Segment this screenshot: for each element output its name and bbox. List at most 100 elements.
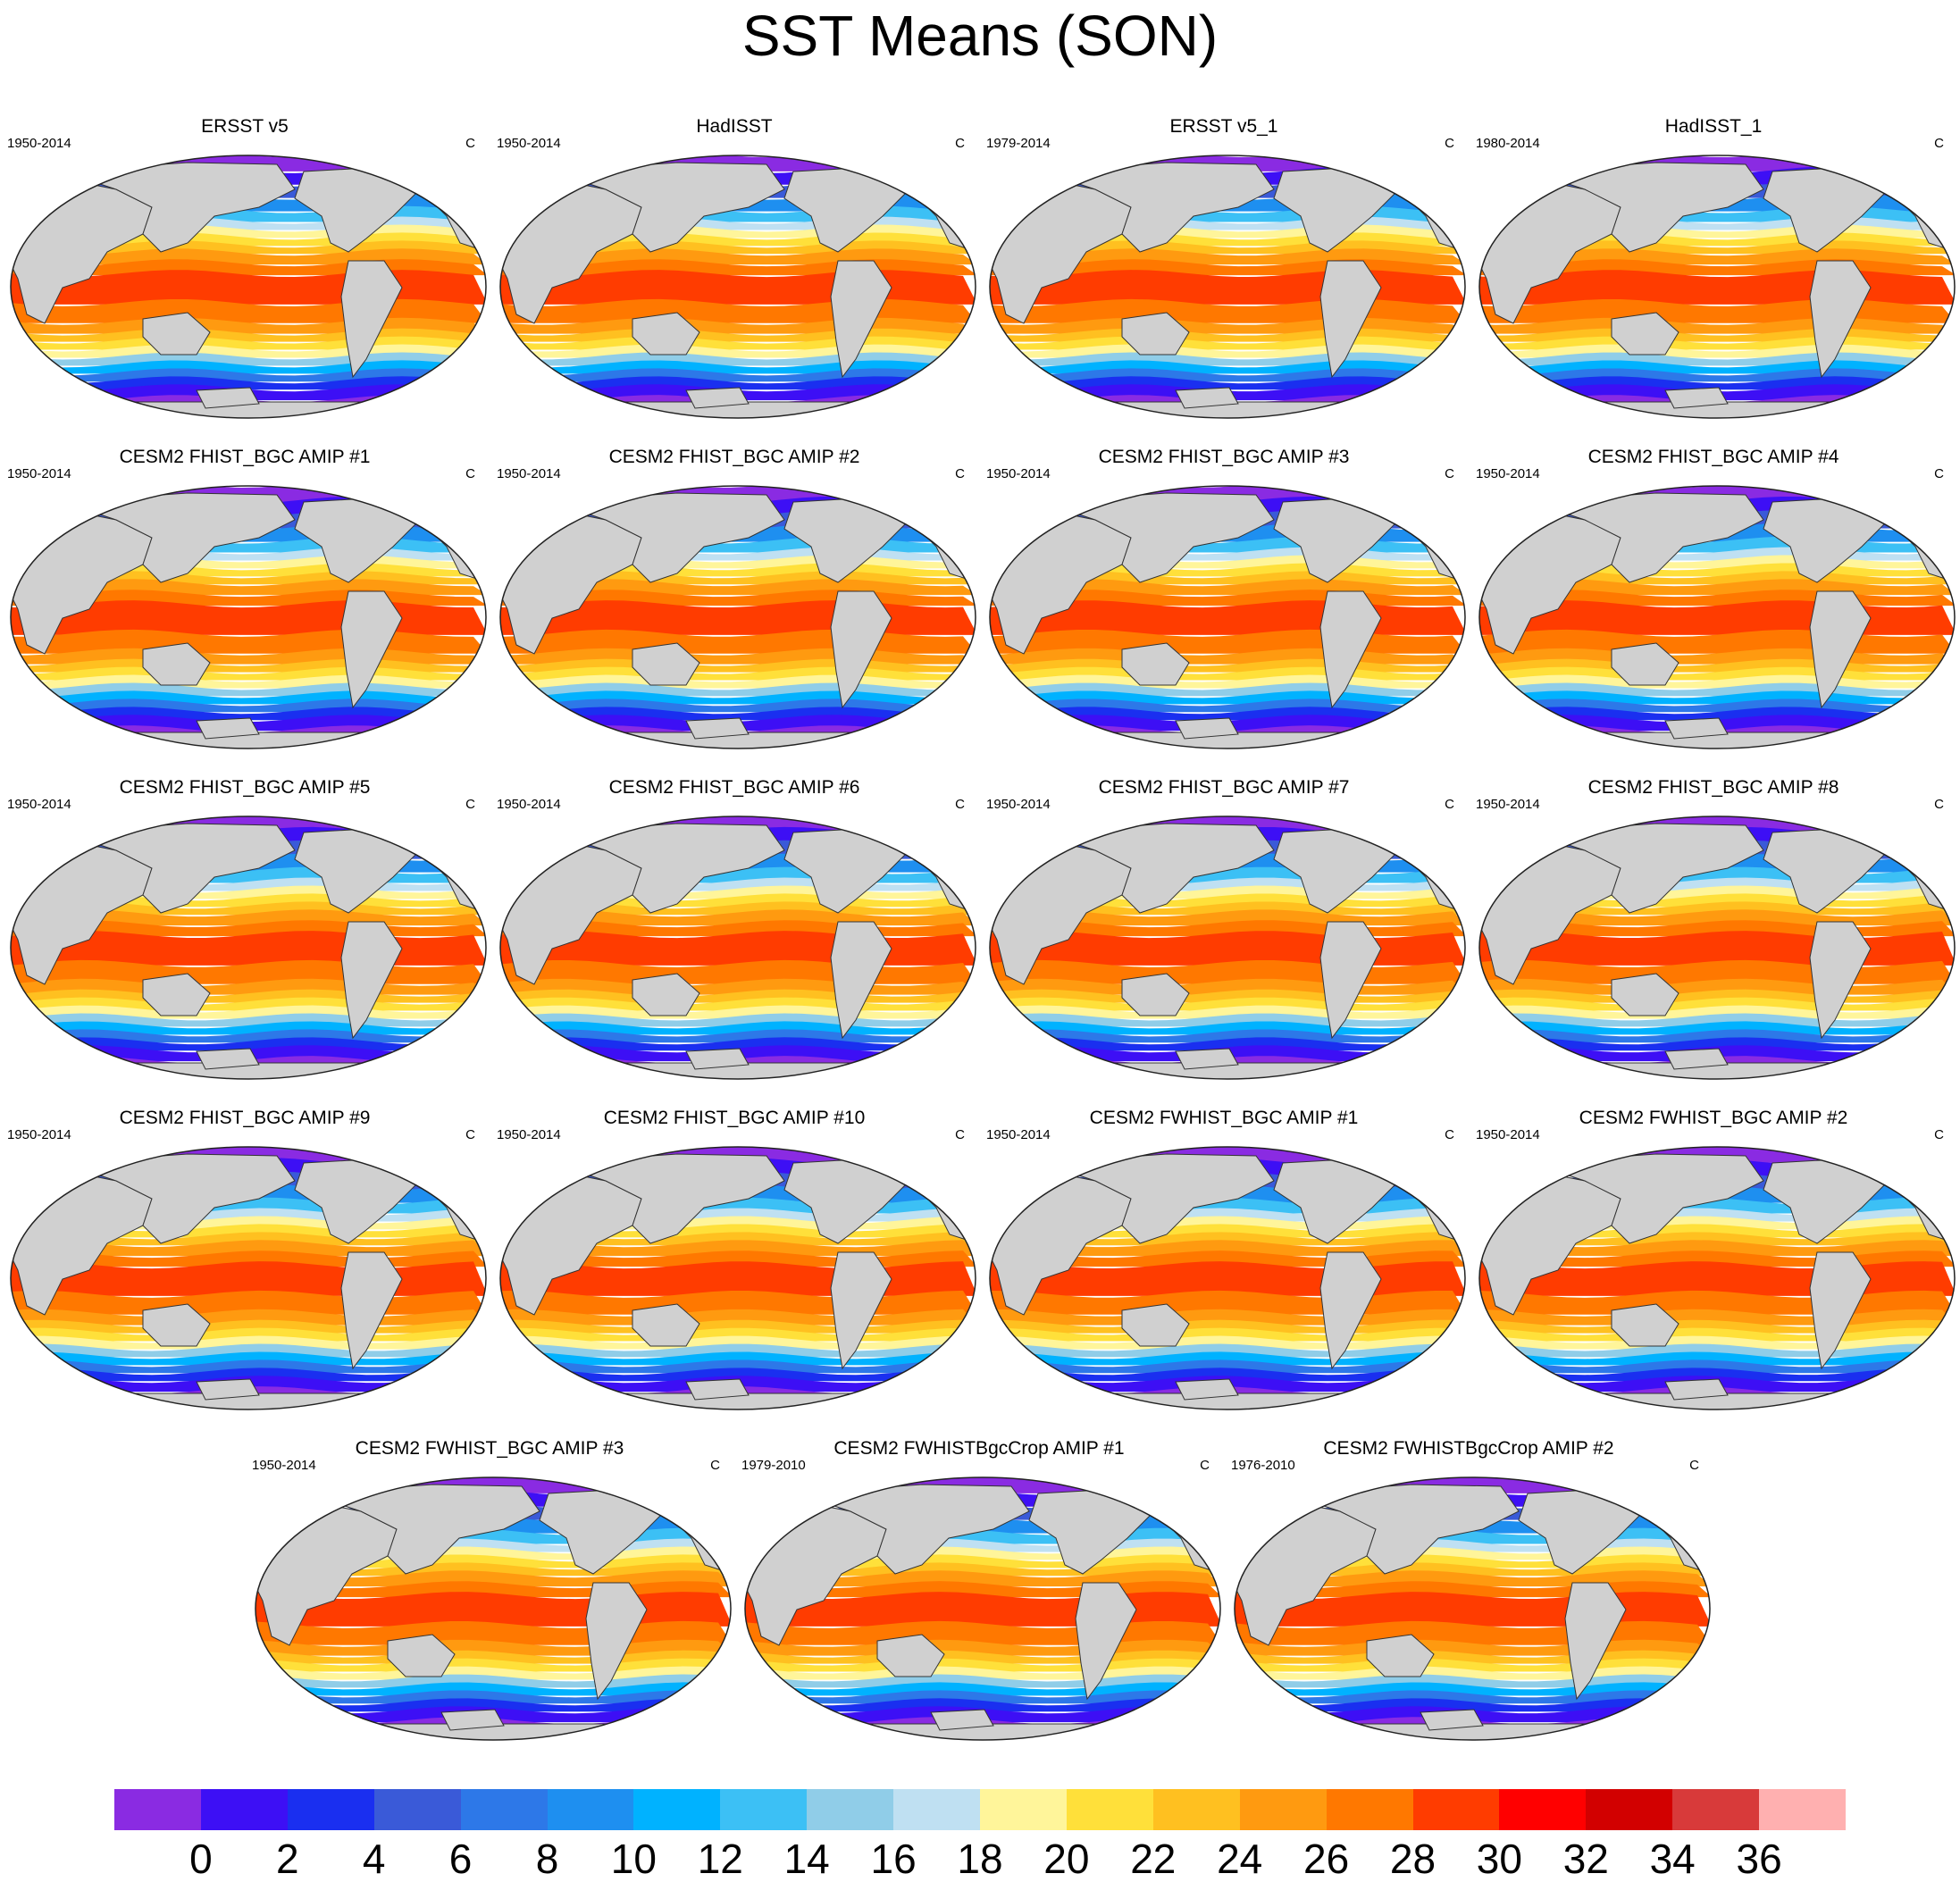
- land-mass: [340, 260, 403, 379]
- map-panel: CESM2 FHIST_BGC AMIP #6 1950-2014 C: [490, 777, 979, 1081]
- panel-period: 1979-2010: [741, 1458, 806, 1473]
- sst-contour-band: [990, 1037, 1465, 1051]
- panel-period: 1950-2014: [7, 136, 71, 151]
- land-mass: [1041, 823, 1275, 914]
- panel-unit: C: [1934, 1127, 1944, 1142]
- land-mass: [142, 642, 211, 686]
- land-mass: [632, 973, 700, 1016]
- land-mass: [830, 1251, 892, 1370]
- map-panel: CESM2 FWHIST_BGC AMIP #1 1950-2014 C: [979, 1108, 1469, 1411]
- colorbar-tick-label: 10: [610, 1836, 657, 1882]
- sst-contour-band: [11, 1351, 486, 1366]
- sst-map: [10, 816, 487, 1080]
- colorbar-tick-label: 18: [957, 1836, 1003, 1882]
- colorbar-tick-label: 32: [1562, 1836, 1609, 1882]
- colorbar-swatch: [373, 1789, 462, 1830]
- colorbar-swatch: [1759, 1789, 1847, 1830]
- map-panel: CESM2 FHIST_BGC AMIP #3 1950-2014 C: [979, 447, 1469, 750]
- land-mass: [1319, 1251, 1382, 1370]
- sst-contour-band: [500, 1013, 976, 1027]
- sst-contour-band: [745, 1698, 1220, 1712]
- panel-title: CESM2 FHIST_BGC AMIP #7: [1098, 777, 1350, 798]
- map-panel: HadISST 1950-2014 C: [490, 116, 979, 420]
- colorbar-swatch: [1586, 1789, 1673, 1830]
- sst-contour-band: [1235, 1682, 1710, 1696]
- main-title: SST Means (SON): [741, 4, 1219, 68]
- panel-map: [9, 815, 488, 1081]
- land-mass: [1121, 1303, 1190, 1347]
- colorbar-tick-label: 14: [783, 1836, 830, 1882]
- sst-contour-band: [11, 901, 486, 916]
- panel-title: HadISST_1: [1664, 116, 1763, 137]
- sst-contour-band: [990, 901, 1465, 916]
- sst-map: [10, 155, 487, 419]
- panel-period: 1980-2014: [1476, 136, 1540, 151]
- colorbar-swatch: [980, 1789, 1068, 1830]
- sst-map: [989, 485, 1466, 749]
- panel-map: [988, 154, 1467, 420]
- sst-contour-band: [1479, 901, 1955, 916]
- sst-contour-band: [1479, 1359, 1955, 1374]
- panel-unit: C: [465, 136, 475, 151]
- land-mass: [1530, 823, 1764, 914]
- land-mass: [1530, 162, 1764, 253]
- sst-map: [255, 1476, 732, 1741]
- land-mass: [1319, 921, 1382, 1040]
- land-mass: [876, 1634, 945, 1677]
- panel-unit: C: [955, 466, 965, 481]
- panel-period: 1950-2014: [7, 797, 71, 812]
- colorbar-tick-label: 4: [362, 1836, 386, 1882]
- colorbar-tick-label: 6: [448, 1836, 473, 1882]
- panel-period: 1950-2014: [497, 797, 561, 812]
- land-mass: [142, 312, 211, 355]
- panel-title: CESM2 FHIST_BGC AMIP #1: [119, 447, 371, 467]
- colorbar-tick-label: 22: [1130, 1836, 1177, 1882]
- colorbar-tick-label: 28: [1389, 1836, 1436, 1882]
- panel-map: [254, 1476, 733, 1742]
- panel-title: CESM2 FHIST_BGC AMIP #5: [119, 777, 371, 798]
- land-mass: [1041, 162, 1275, 253]
- sst-contour-band: [255, 1690, 731, 1704]
- sst-contour-band: [1479, 1037, 1955, 1051]
- land-mass: [62, 1153, 296, 1244]
- land-mass: [196, 717, 260, 740]
- land-mass: [551, 823, 785, 914]
- land-mass: [1809, 260, 1872, 379]
- sst-contour-band: [745, 1562, 1220, 1577]
- land-mass: [62, 823, 296, 914]
- sst-contour-band: [11, 1037, 486, 1051]
- panel-unit: C: [1934, 136, 1944, 151]
- colorbar-tick-label: 30: [1476, 1836, 1522, 1882]
- panel-unit: C: [1445, 797, 1454, 812]
- sst-contour-band: [500, 1021, 976, 1035]
- panel-unit: C: [955, 136, 965, 151]
- land-mass: [685, 387, 750, 409]
- sst-contour-band: [11, 1368, 486, 1382]
- colorbar-swatch: [720, 1789, 808, 1830]
- sst-map: [1234, 1476, 1711, 1741]
- land-mass: [1075, 1582, 1137, 1701]
- land-mass: [1041, 1153, 1275, 1244]
- land-mass: [632, 312, 700, 355]
- panel-unit: C: [710, 1458, 720, 1473]
- sst-contour-band: [255, 1674, 731, 1688]
- sst-map: [989, 1146, 1466, 1410]
- land-mass: [1121, 312, 1190, 355]
- sst-contour-band: [990, 1224, 1465, 1238]
- panel-unit: C: [955, 1127, 965, 1142]
- sst-contour-band: [1479, 1368, 1955, 1382]
- sst-contour-band: [990, 1021, 1465, 1035]
- sst-contour-band: [500, 1037, 976, 1051]
- land-mass: [62, 162, 296, 253]
- panel-title: CESM2 FWHIST_BGC AMIP #2: [1579, 1108, 1848, 1128]
- land-mass: [1611, 973, 1679, 1016]
- sst-contour-band: [745, 1674, 1220, 1688]
- panel-period: 1950-2014: [497, 466, 561, 481]
- colorbar-tick-label: 24: [1217, 1836, 1263, 1882]
- colorbar-tick-label: 0: [189, 1836, 213, 1882]
- land-mass: [1175, 1378, 1239, 1401]
- map-border: [1478, 1146, 1956, 1410]
- sst-map: [1478, 485, 1956, 749]
- map-border: [989, 1146, 1466, 1410]
- panel-unit: C: [465, 466, 475, 481]
